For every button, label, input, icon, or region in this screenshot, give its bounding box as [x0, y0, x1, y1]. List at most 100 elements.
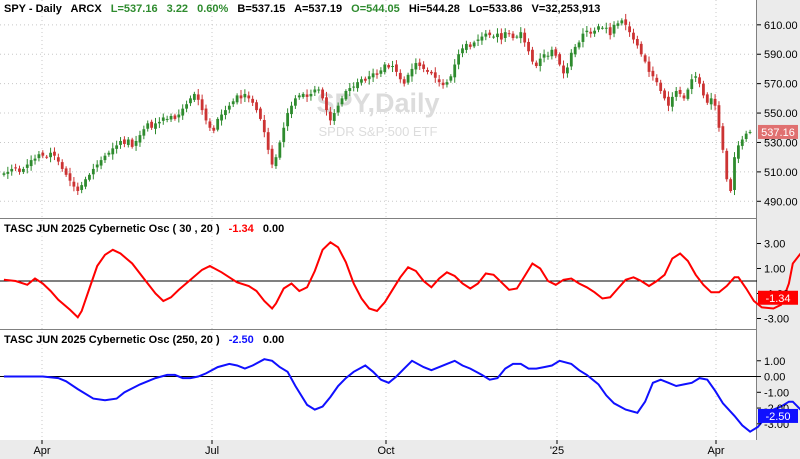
- candle: [231, 98, 235, 108]
- candle: [360, 76, 363, 86]
- candle: [130, 137, 134, 149]
- candle: [573, 44, 577, 58]
- candle: [554, 46, 558, 59]
- candle: [134, 135, 138, 151]
- candle: [363, 76, 367, 83]
- price-tick-label: 490.00: [764, 196, 798, 208]
- candle: [624, 13, 628, 31]
- candle: [515, 34, 519, 39]
- exchange-label: ARCX: [71, 3, 103, 15]
- candle: [488, 29, 492, 38]
- candle: [585, 26, 589, 37]
- candle: [457, 49, 461, 70]
- osc1-last-flag: -1.34: [758, 290, 798, 305]
- candle: [270, 145, 274, 169]
- watermark-subtitle: SPDR S&P 500 ETF: [319, 124, 438, 139]
- candle: [247, 91, 251, 103]
- candle: [266, 127, 270, 155]
- candle: [332, 109, 336, 125]
- candle: [663, 88, 666, 101]
- candle: [534, 60, 538, 69]
- candle: [317, 86, 321, 94]
- header-line: SPY - Daily ARCX L=537.16 3.22 0.60% B=5…: [4, 3, 600, 15]
- candle: [511, 31, 515, 41]
- candle: [670, 92, 674, 112]
- candle: [503, 28, 507, 42]
- candle: [612, 21, 616, 38]
- candle: [146, 120, 150, 132]
- candle: [472, 40, 476, 49]
- candle: [56, 153, 60, 166]
- candle: [21, 166, 25, 175]
- candle: [142, 125, 146, 140]
- candle: [604, 22, 608, 34]
- candle: [597, 23, 600, 33]
- candle: [297, 92, 301, 100]
- osc1-title[interactable]: TASC JUN 2025 Cybernetic Osc ( 30 , 20 ): [4, 223, 220, 235]
- candle: [531, 46, 534, 65]
- candle: [328, 106, 332, 126]
- candle: [740, 135, 744, 150]
- candle: [91, 163, 95, 180]
- price-axis-ticks: 610.00 590.00 570.00 550.00 530.00 510.00 490.…: [757, 20, 798, 208]
- osc-tick-label: 1.00: [764, 264, 785, 276]
- candle: [305, 89, 309, 102]
- candle: [103, 152, 107, 163]
- osc1-last-label: -1.34: [765, 293, 790, 305]
- candle: [519, 27, 523, 44]
- osc-tick-label: 1.00: [764, 356, 785, 368]
- osc-tick-label: 0.00: [764, 372, 785, 384]
- candle: [632, 28, 635, 44]
- candle: [445, 79, 449, 88]
- candle: [200, 94, 204, 115]
- time-tick-label: Apr: [33, 445, 50, 457]
- candle: [216, 117, 220, 132]
- candle: [115, 140, 119, 154]
- symbol-label[interactable]: SPY - Daily: [4, 3, 63, 15]
- candle: [744, 130, 748, 142]
- candle: [426, 67, 429, 75]
- osc2-value: -2.50: [229, 334, 254, 346]
- candle: [192, 91, 196, 103]
- candle: [150, 119, 154, 130]
- candle: [546, 51, 550, 60]
- candle: [68, 167, 72, 187]
- osc2-title[interactable]: TASC JUN 2025 Cybernetic Osc (250, 20 ): [4, 334, 220, 346]
- price-tick-label: 530.00: [764, 137, 798, 149]
- candle: [344, 89, 348, 102]
- candle: [313, 85, 317, 96]
- candle: [600, 26, 604, 30]
- price-tick-label: 610.00: [764, 20, 798, 32]
- price-tick-label: 590.00: [764, 49, 798, 61]
- candle: [204, 104, 208, 125]
- osc2-title-line: TASC JUN 2025 Cybernetic Osc (250, 20 ) …: [4, 334, 284, 346]
- osc2-zero: 0.00: [263, 334, 284, 346]
- candle: [492, 34, 495, 39]
- candle: [126, 137, 130, 148]
- candle: [352, 82, 356, 92]
- net-change: 3.22: [167, 3, 188, 15]
- candle: [196, 89, 200, 106]
- osc1-value: -1.34: [229, 223, 255, 235]
- candle: [682, 92, 686, 101]
- vertical-gridlines: [41, 0, 717, 440]
- candle: [729, 177, 733, 193]
- candle: [499, 28, 503, 45]
- candle: [95, 160, 99, 172]
- candle: [647, 56, 651, 77]
- candle: [558, 52, 562, 67]
- candle: [453, 59, 457, 83]
- candle: [709, 92, 713, 110]
- candle: [690, 74, 694, 95]
- candle: [651, 66, 655, 81]
- candle: [49, 147, 52, 163]
- pct-change: 0.60%: [197, 3, 228, 15]
- osc1-title-line: TASC JUN 2025 Cybernetic Osc ( 30 , 20 )…: [4, 223, 284, 235]
- candle: [37, 151, 41, 162]
- candle: [185, 100, 188, 113]
- candle: [18, 165, 21, 175]
- candle: [235, 93, 239, 105]
- candle: [678, 86, 682, 98]
- candle: [33, 154, 37, 165]
